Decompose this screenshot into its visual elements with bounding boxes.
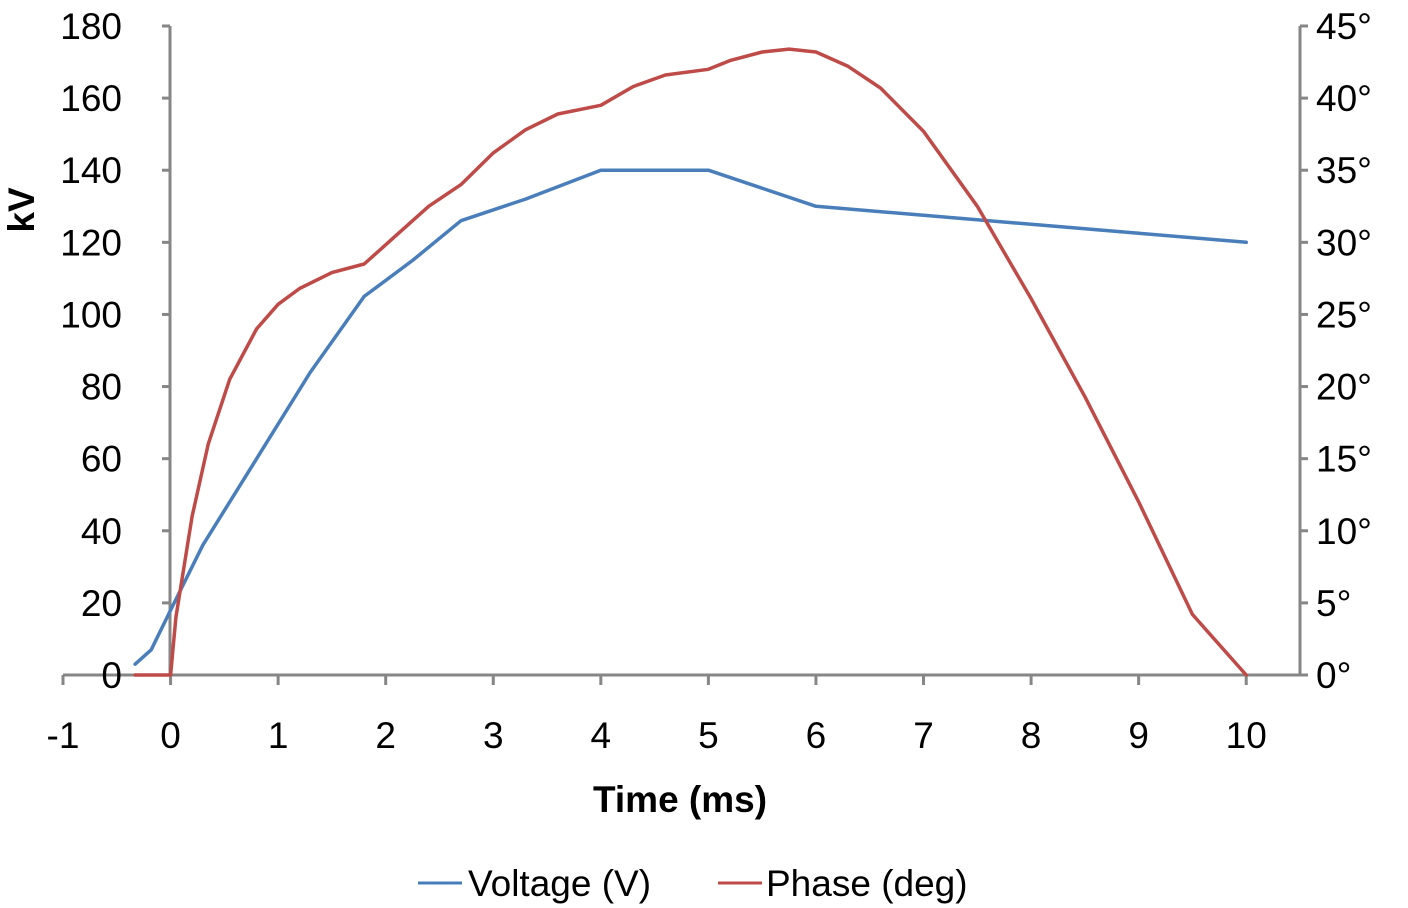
legend-label-voltage: Voltage (V) <box>468 863 651 904</box>
series-layer <box>133 47 1248 677</box>
x-tick-label: 4 <box>591 715 612 756</box>
x-tick-label: 2 <box>375 715 396 756</box>
y-tick-label: 20 <box>81 583 122 624</box>
x-tick-label: 7 <box>913 715 934 756</box>
y-tick-label: 140 <box>60 150 122 191</box>
y2-tick-label: 10° <box>1316 511 1372 552</box>
voltage-series-line <box>133 168 1248 666</box>
x-tick-label: 8 <box>1021 715 1042 756</box>
y2-tick-label: 30° <box>1316 222 1372 263</box>
legend: Voltage (V) Phase (deg) <box>418 863 968 904</box>
x-tick-label: 5 <box>698 715 719 756</box>
y-axis-title: kV <box>1 187 42 233</box>
y-tick-label: 120 <box>60 222 122 263</box>
axes-layer: 0204060801001201401601800°5°10°15°20°25°… <box>47 6 1372 756</box>
x-tick-label: 6 <box>806 715 827 756</box>
y2-tick-label: 0° <box>1316 655 1351 696</box>
phase-series-line <box>133 47 1248 677</box>
y-tick-label: 40 <box>81 511 122 552</box>
y2-tick-label: 35° <box>1316 150 1372 191</box>
y2-tick-label: 45° <box>1316 6 1372 47</box>
y2-tick-label: 5° <box>1316 583 1351 624</box>
y2-tick-label: 20° <box>1316 367 1372 408</box>
x-tick-label: 1 <box>268 715 289 756</box>
x-tick-label: 3 <box>483 715 504 756</box>
x-tick-label: 10 <box>1226 715 1267 756</box>
legend-label-phase: Phase (deg) <box>766 863 968 904</box>
x-tick-label: -1 <box>47 715 80 756</box>
y2-tick-label: 40° <box>1316 78 1372 119</box>
y-tick-label: 160 <box>60 78 122 119</box>
y2-tick-label: 15° <box>1316 439 1372 480</box>
y2-tick-label: 25° <box>1316 294 1372 335</box>
x-tick-label: 9 <box>1128 715 1149 756</box>
x-axis-title: Time (ms) <box>593 779 767 820</box>
y-tick-label: 180 <box>60 6 122 47</box>
labels-layer: kV Time (ms) <box>1 187 767 820</box>
y-tick-label: 60 <box>81 439 122 480</box>
y-tick-label: 100 <box>60 294 122 335</box>
x-tick-label: 0 <box>160 715 181 756</box>
y-tick-label: 0 <box>101 655 122 696</box>
y-tick-label: 80 <box>81 367 122 408</box>
